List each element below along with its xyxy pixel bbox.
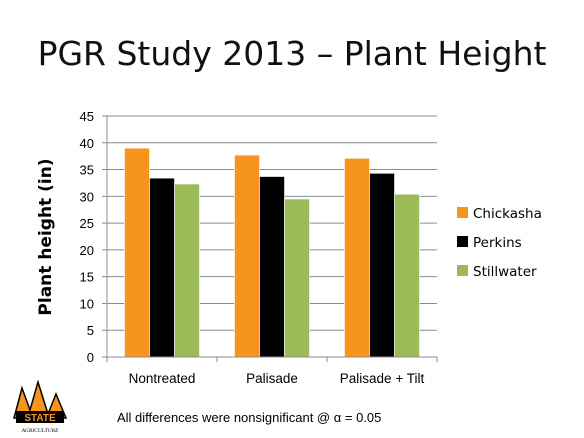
bar-perkins-0 bbox=[149, 177, 175, 358]
x-tick-label: Nontreated bbox=[129, 371, 196, 386]
bar-chickasha-1 bbox=[234, 154, 260, 358]
y-tick-label: 15 bbox=[80, 270, 94, 285]
legend: Chickasha Perkins Stillwater bbox=[457, 206, 542, 280]
bar-stillwater-1 bbox=[284, 198, 310, 358]
slide-title: PGR Study 2013 – Plant Height bbox=[37, 34, 547, 73]
bars bbox=[124, 147, 420, 358]
y-tick-label: 5 bbox=[87, 323, 94, 338]
axes: 0 5 10 15 20 25 30 35 40 45 Nontreated Palisade Pali… bbox=[80, 109, 438, 386]
y-tick-label: 20 bbox=[80, 243, 94, 258]
bar-perkins-2 bbox=[369, 173, 395, 358]
y-tick-label: 10 bbox=[80, 296, 94, 311]
legend-label-chickasha: Chickasha bbox=[473, 206, 542, 222]
bar-perkins-1 bbox=[259, 176, 285, 358]
y-tick-label: 25 bbox=[80, 216, 94, 231]
x-tick-label: Palisade bbox=[246, 371, 298, 386]
footnote: All differences were nonsignificant @ α … bbox=[117, 410, 382, 425]
y-tick-label: 45 bbox=[80, 109, 94, 124]
x-tick-label: Palisade + Tilt bbox=[340, 371, 425, 386]
legend-label-perkins: Perkins bbox=[473, 235, 522, 251]
bar-stillwater-0 bbox=[174, 183, 200, 358]
logo-subtext: AGRICULTURE bbox=[21, 428, 60, 434]
legend-swatch-perkins bbox=[457, 236, 468, 247]
osu-agriculture-logo: STATE AGRICULTURE bbox=[13, 380, 68, 434]
bar-stillwater-2 bbox=[394, 193, 420, 358]
bar-chickasha-0 bbox=[124, 147, 150, 358]
legend-swatch-stillwater bbox=[457, 265, 468, 276]
logo-text: STATE bbox=[24, 413, 56, 424]
y-tick-label: 35 bbox=[80, 163, 94, 178]
legend-swatch-chickasha bbox=[457, 207, 468, 218]
y-tick-label: 40 bbox=[80, 136, 94, 151]
y-axis-label: Plant height (in) bbox=[36, 158, 56, 315]
bar-chickasha-2 bbox=[344, 158, 370, 358]
legend-label-stillwater: Stillwater bbox=[473, 264, 537, 280]
y-tick-label: 30 bbox=[80, 189, 94, 204]
y-tick-label: 0 bbox=[87, 350, 94, 365]
